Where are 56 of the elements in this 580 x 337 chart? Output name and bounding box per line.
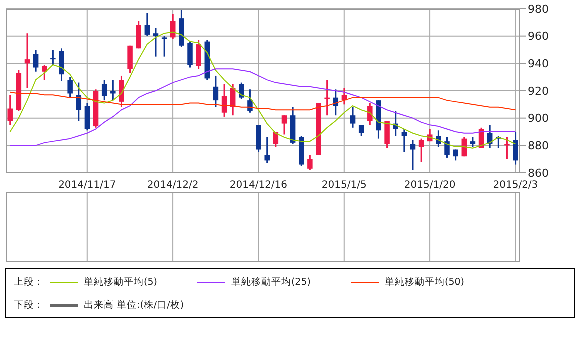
candlestick [470, 136, 476, 148]
x-tick-label: 2014/11/17 [58, 180, 116, 192]
x-tick-label: 2015/1/20 [404, 180, 456, 192]
legend-title: 下段： [14, 299, 45, 312]
y-tick-label: 980 [528, 2, 549, 16]
candlestick [248, 88, 253, 114]
candlestick [144, 12, 150, 38]
candlestick [8, 94, 13, 126]
candlestick [68, 76, 73, 99]
candlestick [410, 139, 416, 172]
candlestick [42, 64, 48, 81]
legend-label: 単純移動平均(5) [84, 276, 158, 289]
x-tick-label: 2014/12/2 [147, 180, 199, 192]
candlestick [358, 124, 364, 137]
candlestick [136, 20, 142, 50]
y-tick-label: 880 [528, 140, 549, 153]
candlestick [24, 32, 30, 90]
candlestick [436, 130, 442, 148]
candlestick [102, 79, 108, 102]
y-tick-label: 960 [528, 30, 549, 44]
x-tick-label: 2015/2/3 [493, 180, 538, 192]
candlestick [402, 128, 408, 154]
candlestick [368, 102, 373, 126]
candlestick [162, 36, 168, 58]
candlestick [119, 75, 124, 108]
candlestick [33, 49, 39, 73]
y-tick-label: 860 [528, 166, 549, 180]
x-tick-label: 2014/12/16 [230, 180, 288, 192]
legend-label: 単純移動平均(25) [231, 276, 311, 289]
candlestick [84, 102, 90, 132]
candlestick [418, 138, 424, 163]
y-tick-label: 900 [528, 112, 549, 126]
candlestick [444, 136, 450, 159]
candlestick [50, 49, 56, 66]
candlestick [308, 154, 313, 172]
y-tick-label: 920 [528, 84, 549, 98]
candlestick [350, 106, 356, 129]
candlestick [188, 41, 193, 69]
candlestick [59, 48, 64, 82]
candlestick [153, 27, 159, 58]
legend-title: 上段： [14, 276, 45, 289]
candlestick [110, 79, 116, 102]
candlestick [239, 82, 244, 100]
candlestick [213, 75, 219, 108]
candlestick [384, 120, 390, 150]
candlestick [128, 45, 133, 74]
candlestick [513, 131, 518, 166]
legend-label: 単純移動平均(50) [384, 276, 464, 289]
candlestick [264, 136, 270, 164]
candlestick [282, 114, 288, 136]
line-series [10, 68, 516, 146]
legend-label: 出来高 単位:(株/口/枚) [84, 299, 184, 312]
candlestick [222, 83, 228, 118]
x-tick-label: 2015/1/5 [322, 180, 367, 192]
y-tick-label: 940 [528, 58, 549, 71]
candlestick [196, 40, 202, 70]
